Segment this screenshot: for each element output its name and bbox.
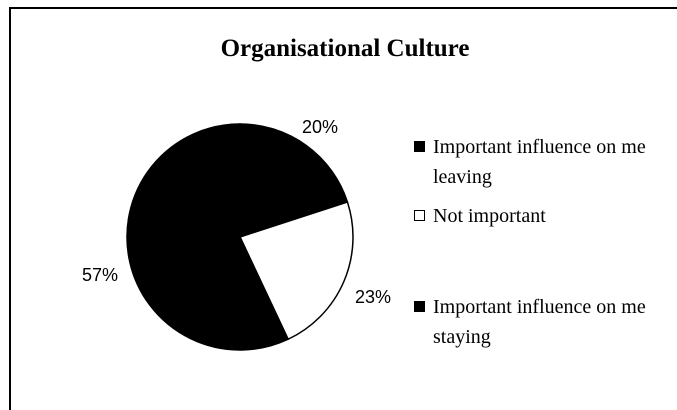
pie-slice bbox=[239, 123, 349, 239]
legend-swatch bbox=[414, 141, 425, 152]
legend-label: Not important bbox=[433, 205, 546, 227]
data-label: 20% bbox=[302, 117, 338, 137]
chart-frame bbox=[9, 7, 677, 410]
legend-swatch bbox=[414, 301, 425, 312]
legend-swatch bbox=[414, 210, 425, 221]
chart-title: Organisational Culture bbox=[221, 35, 470, 62]
legend-label: Important influence on me staying bbox=[433, 296, 646, 348]
data-label: 57% bbox=[82, 265, 118, 285]
legend-label: Important influence on me leaving bbox=[433, 136, 646, 188]
data-label: 23% bbox=[355, 287, 391, 307]
legend-item: Important influence on me leaving bbox=[414, 132, 676, 192]
legend-item: Important influence on me staying bbox=[414, 292, 676, 352]
legend-item: Not important bbox=[414, 201, 676, 231]
pie-slice bbox=[238, 201, 354, 341]
pie-slice bbox=[126, 123, 290, 351]
